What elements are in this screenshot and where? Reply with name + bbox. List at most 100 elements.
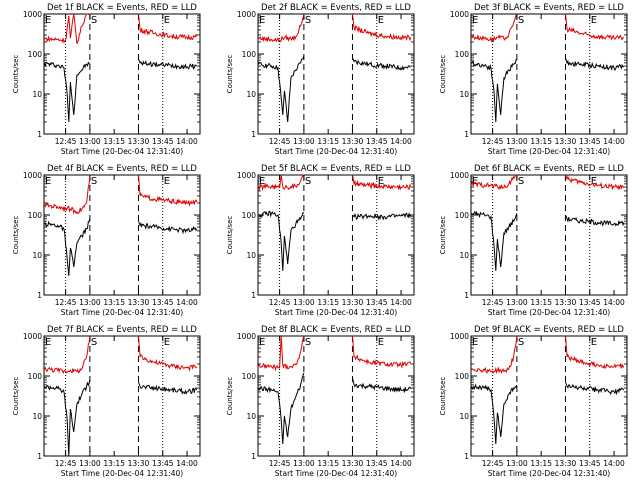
y-tick-label: 1000 [237, 10, 256, 19]
x-tick-label: 12:45 [482, 298, 504, 307]
plot-frame [43, 13, 201, 135]
interval-marker-e: E [45, 15, 51, 26]
x-tick-label: 13:15 [530, 459, 552, 468]
x-axis-label: Start Time (20-Dec-04 12:31:40) [275, 308, 397, 317]
x-axis-label: Start Time (20-Dec-04 12:31:40) [61, 308, 183, 317]
interval-marker-e: E [472, 15, 478, 26]
panel-title: Det 8f BLACK = Events, RED = LLD [261, 325, 411, 335]
y-axis-label: Counts/sec [12, 216, 20, 255]
y-tick-label: 10 [246, 412, 256, 421]
series-events-line [471, 57, 625, 123]
x-tick-label: 13:00 [293, 298, 315, 307]
panel-title: Det 7f BLACK = Events, RED = LLD [47, 325, 197, 335]
x-tick-label: 13:30 [128, 137, 150, 146]
chart-panel-4: Det 4f BLACK = Events, RED = LLD 1 10 100 10… [12, 164, 201, 317]
y-tick-label: 10 [32, 90, 42, 99]
series-lld-line [258, 174, 412, 191]
series-events-line [258, 55, 411, 123]
y-tick-label: 1000 [237, 332, 256, 341]
interval-marker-e: E [164, 15, 170, 26]
interval-marker-e: E [378, 15, 384, 26]
x-tick-label: 13:15 [317, 459, 339, 468]
plot-frame [470, 13, 628, 135]
y-tick-label: 1 [37, 291, 42, 300]
x-axis-label: Start Time (20-Dec-04 12:31:40) [488, 469, 610, 478]
x-tick-label: 13:00 [506, 298, 528, 307]
series-events-line [44, 58, 198, 123]
y-tick-label: 10 [459, 251, 469, 260]
y-tick-label: 100 [455, 50, 470, 59]
chart-panel-1: Det 1f BLACK = Events, RED = LLD 1 10 100 10… [12, 3, 201, 156]
x-tick-label: 13:15 [317, 137, 339, 146]
y-tick-label: 1 [464, 291, 469, 300]
y-tick-label: 1 [251, 452, 256, 461]
y-axis-label: Counts/sec [226, 216, 234, 255]
y-tick-label: 100 [28, 50, 43, 59]
chart-panel-7: Det 7f BLACK = Events, RED = LLD 1 10 100 10… [12, 325, 201, 478]
x-tick-label: 14:00 [603, 137, 625, 146]
x-axis-label: Start Time (20-Dec-04 12:31:40) [275, 469, 397, 478]
x-axis-label: Start Time (20-Dec-04 12:31:40) [488, 308, 610, 317]
y-axis-label: Counts/sec [226, 55, 234, 94]
x-tick-label: 12:45 [269, 298, 291, 307]
x-tick-label: 14:00 [603, 298, 625, 307]
y-tick-label: 10 [32, 251, 42, 260]
panel-title: Det 4f BLACK = Events, RED = LLD [47, 164, 197, 174]
y-axis-label: Counts/sec [12, 377, 20, 416]
y-tick-label: 10 [32, 412, 42, 421]
y-tick-label: 100 [242, 372, 257, 381]
x-tick-label: 13:30 [555, 298, 577, 307]
x-axis-label: Start Time (20-Dec-04 12:31:40) [488, 147, 610, 156]
x-tick-label: 13:30 [342, 459, 364, 468]
y-axis-label: Counts/sec [439, 216, 447, 255]
y-tick-label: 1000 [237, 171, 256, 180]
series-events-line [471, 382, 625, 445]
x-tick-label: 14:00 [176, 298, 198, 307]
x-tick-label: 13:15 [317, 298, 339, 307]
x-tick-label: 13:30 [555, 137, 577, 146]
interval-marker-s: S [305, 15, 311, 26]
y-tick-label: 100 [455, 211, 470, 220]
chart-panel-3: Det 3f BLACK = Events, RED = LLD 1 10 100 10… [439, 3, 628, 156]
x-tick-label: 13:00 [293, 137, 315, 146]
interval-marker-e: E [378, 337, 384, 348]
series-lld-line [258, 13, 412, 43]
interval-marker-e: E [378, 176, 384, 187]
interval-marker-e: E [164, 176, 170, 187]
x-tick-label: 12:45 [55, 459, 77, 468]
x-tick-label: 13:15 [103, 459, 125, 468]
interval-marker-e: E [472, 337, 478, 348]
y-axis-label: Counts/sec [226, 377, 234, 416]
y-tick-label: 100 [28, 372, 43, 381]
y-axis-label: Counts/sec [439, 377, 447, 416]
x-tick-label: 13:45 [366, 459, 388, 468]
interval-marker-s: S [305, 176, 311, 187]
y-tick-label: 10 [459, 412, 469, 421]
y-tick-label: 1 [251, 130, 256, 139]
interval-marker-e: E [259, 15, 265, 26]
x-tick-label: 13:30 [128, 459, 150, 468]
interval-marker-e: E [45, 176, 51, 187]
interval-marker-s: S [91, 15, 97, 26]
x-tick-label: 13:45 [152, 298, 174, 307]
interval-marker-e: E [259, 176, 265, 187]
interval-marker-s: S [305, 337, 311, 348]
x-tick-label: 13:45 [579, 459, 601, 468]
interval-marker-s: S [518, 176, 524, 187]
y-axis-label: Counts/sec [439, 55, 447, 94]
series-events-line [471, 210, 625, 271]
series-events-line [258, 210, 412, 271]
plot-frame [257, 13, 415, 135]
chart-panel-8: Det 8f BLACK = Events, RED = LLD 1 10 100 10… [226, 325, 415, 478]
x-tick-label: 13:45 [579, 137, 601, 146]
y-tick-label: 10 [246, 90, 256, 99]
y-tick-label: 1000 [450, 332, 469, 341]
interval-marker-e: E [164, 337, 170, 348]
y-tick-label: 1000 [450, 10, 469, 19]
y-tick-label: 1 [464, 130, 469, 139]
y-tick-label: 1000 [23, 171, 42, 180]
panel-title: Det 9f BLACK = Events, RED = LLD [474, 325, 624, 335]
x-tick-label: 13:45 [366, 137, 388, 146]
chart-panel-2: Det 2f BLACK = Events, RED = LLD 1 10 100 10… [226, 3, 415, 156]
y-tick-label: 100 [455, 372, 470, 381]
